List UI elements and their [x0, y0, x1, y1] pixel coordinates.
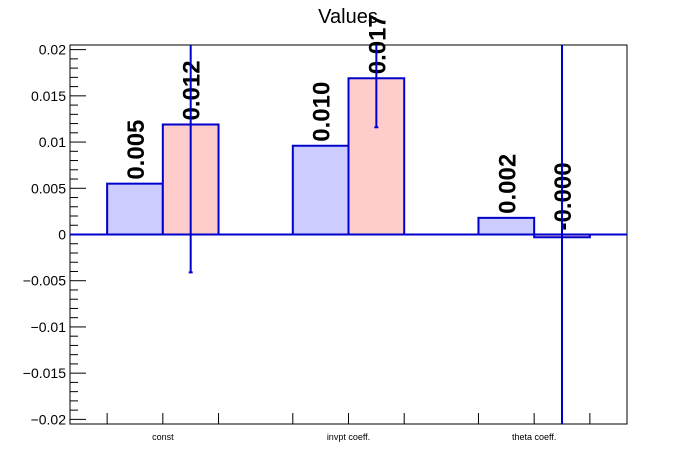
- value-label: 0.002: [494, 154, 521, 214]
- value-label: 0.012: [179, 60, 206, 120]
- x-axis: const invpt coeff. theta coeff.: [106, 413, 591, 442]
- y-tick-label: 0.015: [31, 88, 66, 104]
- value-label: 0.005: [123, 120, 150, 180]
- y-tick-label: −0.005: [23, 273, 66, 289]
- value-labels: 0.005 0.010 0.002 0.012 0.017 -0.000: [123, 14, 577, 230]
- y-tick-label: −0.01: [31, 319, 67, 335]
- y-tick-label: −0.015: [23, 365, 66, 381]
- x-category-label: const: [152, 432, 174, 442]
- value-label: 0.017: [364, 14, 391, 74]
- y-tick-label: −0.02: [31, 411, 67, 427]
- bar: [106, 182, 164, 236]
- y-axis: −0.02 −0.015 −0.01 −0.005 0 0.005 0.01 0.015 0.0…: [23, 42, 86, 427]
- x-category-label: theta coeff.: [512, 432, 556, 442]
- chart-title: Values: [318, 6, 378, 28]
- bar: [477, 216, 536, 236]
- y-tick-label: 0.02: [39, 42, 66, 58]
- value-label: 0.010: [309, 82, 336, 142]
- bar: [291, 144, 350, 236]
- x-category-label: invpt coeff.: [327, 432, 370, 442]
- y-tick-label: 0.005: [31, 180, 66, 196]
- value-label: -0.000: [550, 162, 577, 230]
- y-tick-label: 0.01: [39, 134, 66, 150]
- y-tick-label: 0: [58, 227, 66, 243]
